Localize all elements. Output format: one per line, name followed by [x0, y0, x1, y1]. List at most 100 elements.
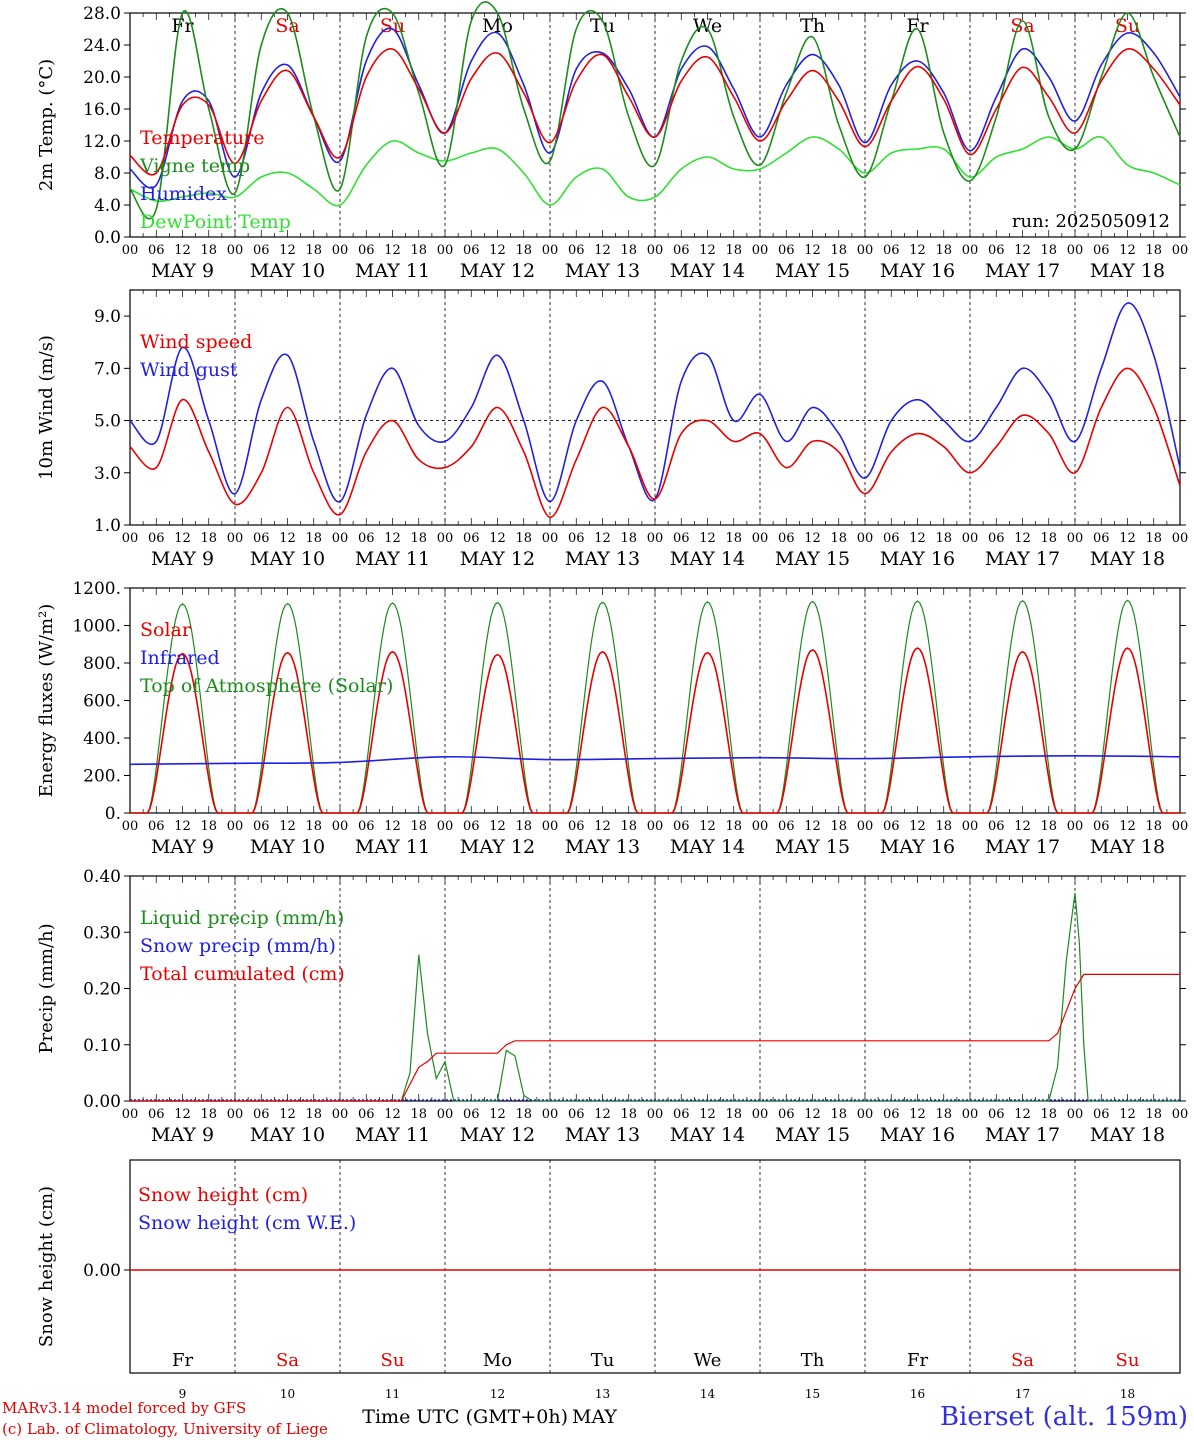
hour-tick-label: 12	[699, 1107, 716, 1122]
series-total-cumulated	[130, 973, 1180, 1102]
day-number-label: 15	[805, 1387, 820, 1401]
hour-tick-label: 12	[384, 531, 401, 546]
weekday-label: Sa	[1011, 1350, 1034, 1371]
hour-tick-label: 00	[1172, 819, 1189, 834]
lab-credit: (c) Lab. of Climatology, University of L…	[2, 1420, 328, 1438]
hour-tick-label: 18	[620, 243, 637, 258]
hour-tick-label: 06	[673, 243, 690, 258]
hour-tick-label: 18	[725, 1107, 742, 1122]
hour-tick-label: 00	[332, 531, 349, 546]
date-label: MAY 9	[151, 836, 214, 858]
hour-tick-label: 00	[857, 531, 874, 546]
date-label: MAY 11	[355, 548, 430, 570]
date-label: MAY 11	[355, 836, 430, 858]
hour-tick-label: 06	[883, 531, 900, 546]
y-tick-label: 0.00	[83, 1092, 121, 1112]
hour-tick-label: 06	[568, 819, 585, 834]
legend-vigne-temp: Vigne temp	[139, 155, 250, 177]
date-label: MAY 12	[460, 260, 535, 282]
hour-tick-label: 18	[305, 819, 322, 834]
legend-wind-gust: Wind gust	[140, 359, 238, 381]
hour-tick-label: 18	[1040, 1107, 1057, 1122]
hour-tick-label: 12	[1014, 819, 1031, 834]
y-tick-label: 400.	[83, 729, 121, 749]
hour-tick-label: 00	[122, 531, 139, 546]
date-label: MAY 9	[151, 1124, 214, 1146]
hour-tick-label: 18	[725, 531, 742, 546]
hour-tick-label: 18	[200, 1107, 217, 1122]
snow-axis-label: Snow height (cm)	[36, 1186, 57, 1347]
date-label: MAY 10	[250, 1124, 325, 1146]
hour-tick-label: 00	[752, 243, 769, 258]
hour-tick-label: 12	[489, 243, 506, 258]
date-label: MAY 12	[460, 548, 535, 570]
date-label: MAY 10	[250, 836, 325, 858]
series-dewpoint-temp	[129, 135, 1181, 207]
date-label: MAY 13	[565, 836, 640, 858]
weekday-label: Tu	[591, 1350, 615, 1371]
hour-tick-label: 12	[1014, 243, 1031, 258]
month-label: MAY	[572, 1406, 617, 1428]
hour-tick-label: 12	[699, 531, 716, 546]
hour-tick-label: 12	[279, 243, 296, 258]
hour-tick-label: 00	[857, 243, 874, 258]
hour-tick-label: 06	[253, 531, 270, 546]
hour-tick-label: 12	[594, 243, 611, 258]
legend-wind-speed: Wind speed	[140, 331, 252, 353]
y-tick-label: 1200.	[72, 579, 121, 599]
y-tick-label: 0.	[105, 804, 121, 824]
y-tick-label: 5.0	[94, 412, 121, 432]
day-number-label: 10	[280, 1387, 295, 1401]
hour-tick-label: 06	[148, 1107, 165, 1122]
wind-axis-label: 10m Wind (m/s)	[36, 335, 57, 480]
date-label: MAY 10	[250, 548, 325, 570]
date-label: MAY 16	[880, 260, 955, 282]
weekday-label: Tu	[590, 15, 615, 37]
hour-tick-label: 12	[174, 819, 191, 834]
hour-tick-label: 12	[699, 819, 716, 834]
hour-tick-label: 06	[253, 1107, 270, 1122]
y-tick-label: 0.40	[83, 867, 121, 887]
hour-tick-label: 00	[1067, 531, 1084, 546]
hour-tick-label: 12	[594, 531, 611, 546]
hour-tick-label: 00	[437, 243, 454, 258]
hour-tick-label: 18	[305, 531, 322, 546]
y-tick-label: 12.0	[83, 132, 121, 152]
y-tick-label: 7.0	[94, 359, 121, 379]
hour-tick-label: 12	[909, 243, 926, 258]
hour-tick-label: 18	[620, 819, 637, 834]
hour-tick-label: 06	[568, 1107, 585, 1122]
date-label: MAY 16	[880, 1124, 955, 1146]
hour-tick-label: 00	[437, 531, 454, 546]
hour-tick-label: 00	[647, 531, 664, 546]
weekday-label: Su	[1116, 1350, 1140, 1371]
hour-tick-label: 18	[410, 531, 427, 546]
hour-tick-label: 18	[515, 819, 532, 834]
hour-tick-label: 00	[227, 1107, 244, 1122]
hour-tick-label: 06	[673, 819, 690, 834]
weekday-label: Th	[800, 15, 825, 37]
day-number-label: 9	[179, 1387, 187, 1401]
hour-tick-label: 06	[148, 531, 165, 546]
hour-tick-label: 12	[489, 819, 506, 834]
hour-tick-label: 12	[909, 1107, 926, 1122]
hour-tick-label: 06	[1093, 243, 1110, 258]
y-tick-label: 0.0	[94, 228, 121, 248]
hour-tick-label: 12	[174, 243, 191, 258]
hour-tick-label: 12	[1014, 531, 1031, 546]
hour-tick-label: 06	[883, 1107, 900, 1122]
date-label: MAY 15	[775, 260, 850, 282]
y-tick-label: 9.0	[94, 307, 121, 327]
weekday-label: Fr	[907, 1350, 928, 1371]
hour-tick-label: 06	[673, 531, 690, 546]
weekday-label: Fr	[172, 1350, 193, 1371]
hour-tick-label: 00	[752, 819, 769, 834]
y-tick-label: 4.0	[94, 196, 121, 216]
date-label: MAY 18	[1090, 1124, 1165, 1146]
date-label: MAY 13	[565, 260, 640, 282]
hour-tick-label: 12	[804, 819, 821, 834]
hour-tick-label: 12	[804, 1107, 821, 1122]
hour-tick-label: 06	[1093, 531, 1110, 546]
hour-tick-label: 18	[515, 1107, 532, 1122]
